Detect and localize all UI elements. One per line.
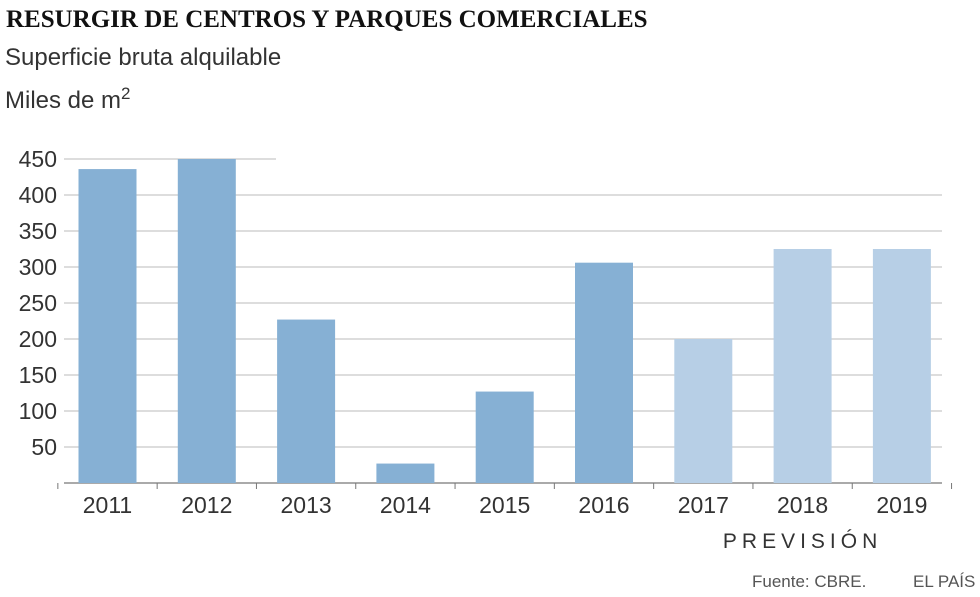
x-tick-label: 2014 xyxy=(380,492,431,518)
x-tick-label: 2019 xyxy=(876,492,927,518)
bar-2012 xyxy=(177,159,236,483)
y-tick-label: 200 xyxy=(19,326,57,352)
x-tick-label: 2013 xyxy=(281,492,332,518)
forecast-label: PREVISIÓN xyxy=(723,530,882,553)
bar-2017 xyxy=(674,339,733,483)
y-tick-label: 450 xyxy=(19,146,57,172)
publisher-brand: EL PAÍS xyxy=(913,572,976,591)
bar-2015 xyxy=(475,391,534,483)
bar-2018 xyxy=(773,249,832,483)
bar-2011 xyxy=(78,169,137,483)
bar-2016 xyxy=(575,262,633,483)
source-note: Fuente: CBRE. xyxy=(752,572,867,591)
bar-2019 xyxy=(872,249,931,483)
y-tick-label: 250 xyxy=(19,290,57,316)
y-tick-label: 350 xyxy=(19,218,57,244)
bar-2013 xyxy=(277,319,336,483)
chart-subtitle: Superficie bruta alquilable xyxy=(5,44,282,71)
y-tick-label: 150 xyxy=(19,362,57,388)
y-tick-label: 400 xyxy=(19,182,57,208)
x-tick-label: 2017 xyxy=(678,492,729,518)
unit-superscript: 2 xyxy=(121,84,131,103)
x-tick-label: 2016 xyxy=(578,492,629,518)
chart-title: RESURGIR DE CENTROS Y PARQUES COMERCIALE… xyxy=(6,6,648,33)
x-tick-label: 2011 xyxy=(83,492,132,518)
bar-2014 xyxy=(376,463,435,483)
unit-label-text: Miles de m xyxy=(5,87,122,114)
unit-label: Miles de m2 xyxy=(5,84,131,115)
y-tick-label: 300 xyxy=(19,254,57,280)
x-tick-label: 2018 xyxy=(777,492,828,518)
x-tick-label: 2015 xyxy=(479,492,530,518)
y-tick-label: 50 xyxy=(31,434,57,460)
x-tick-label: 2012 xyxy=(181,492,232,518)
y-tick-label: 100 xyxy=(19,398,57,424)
